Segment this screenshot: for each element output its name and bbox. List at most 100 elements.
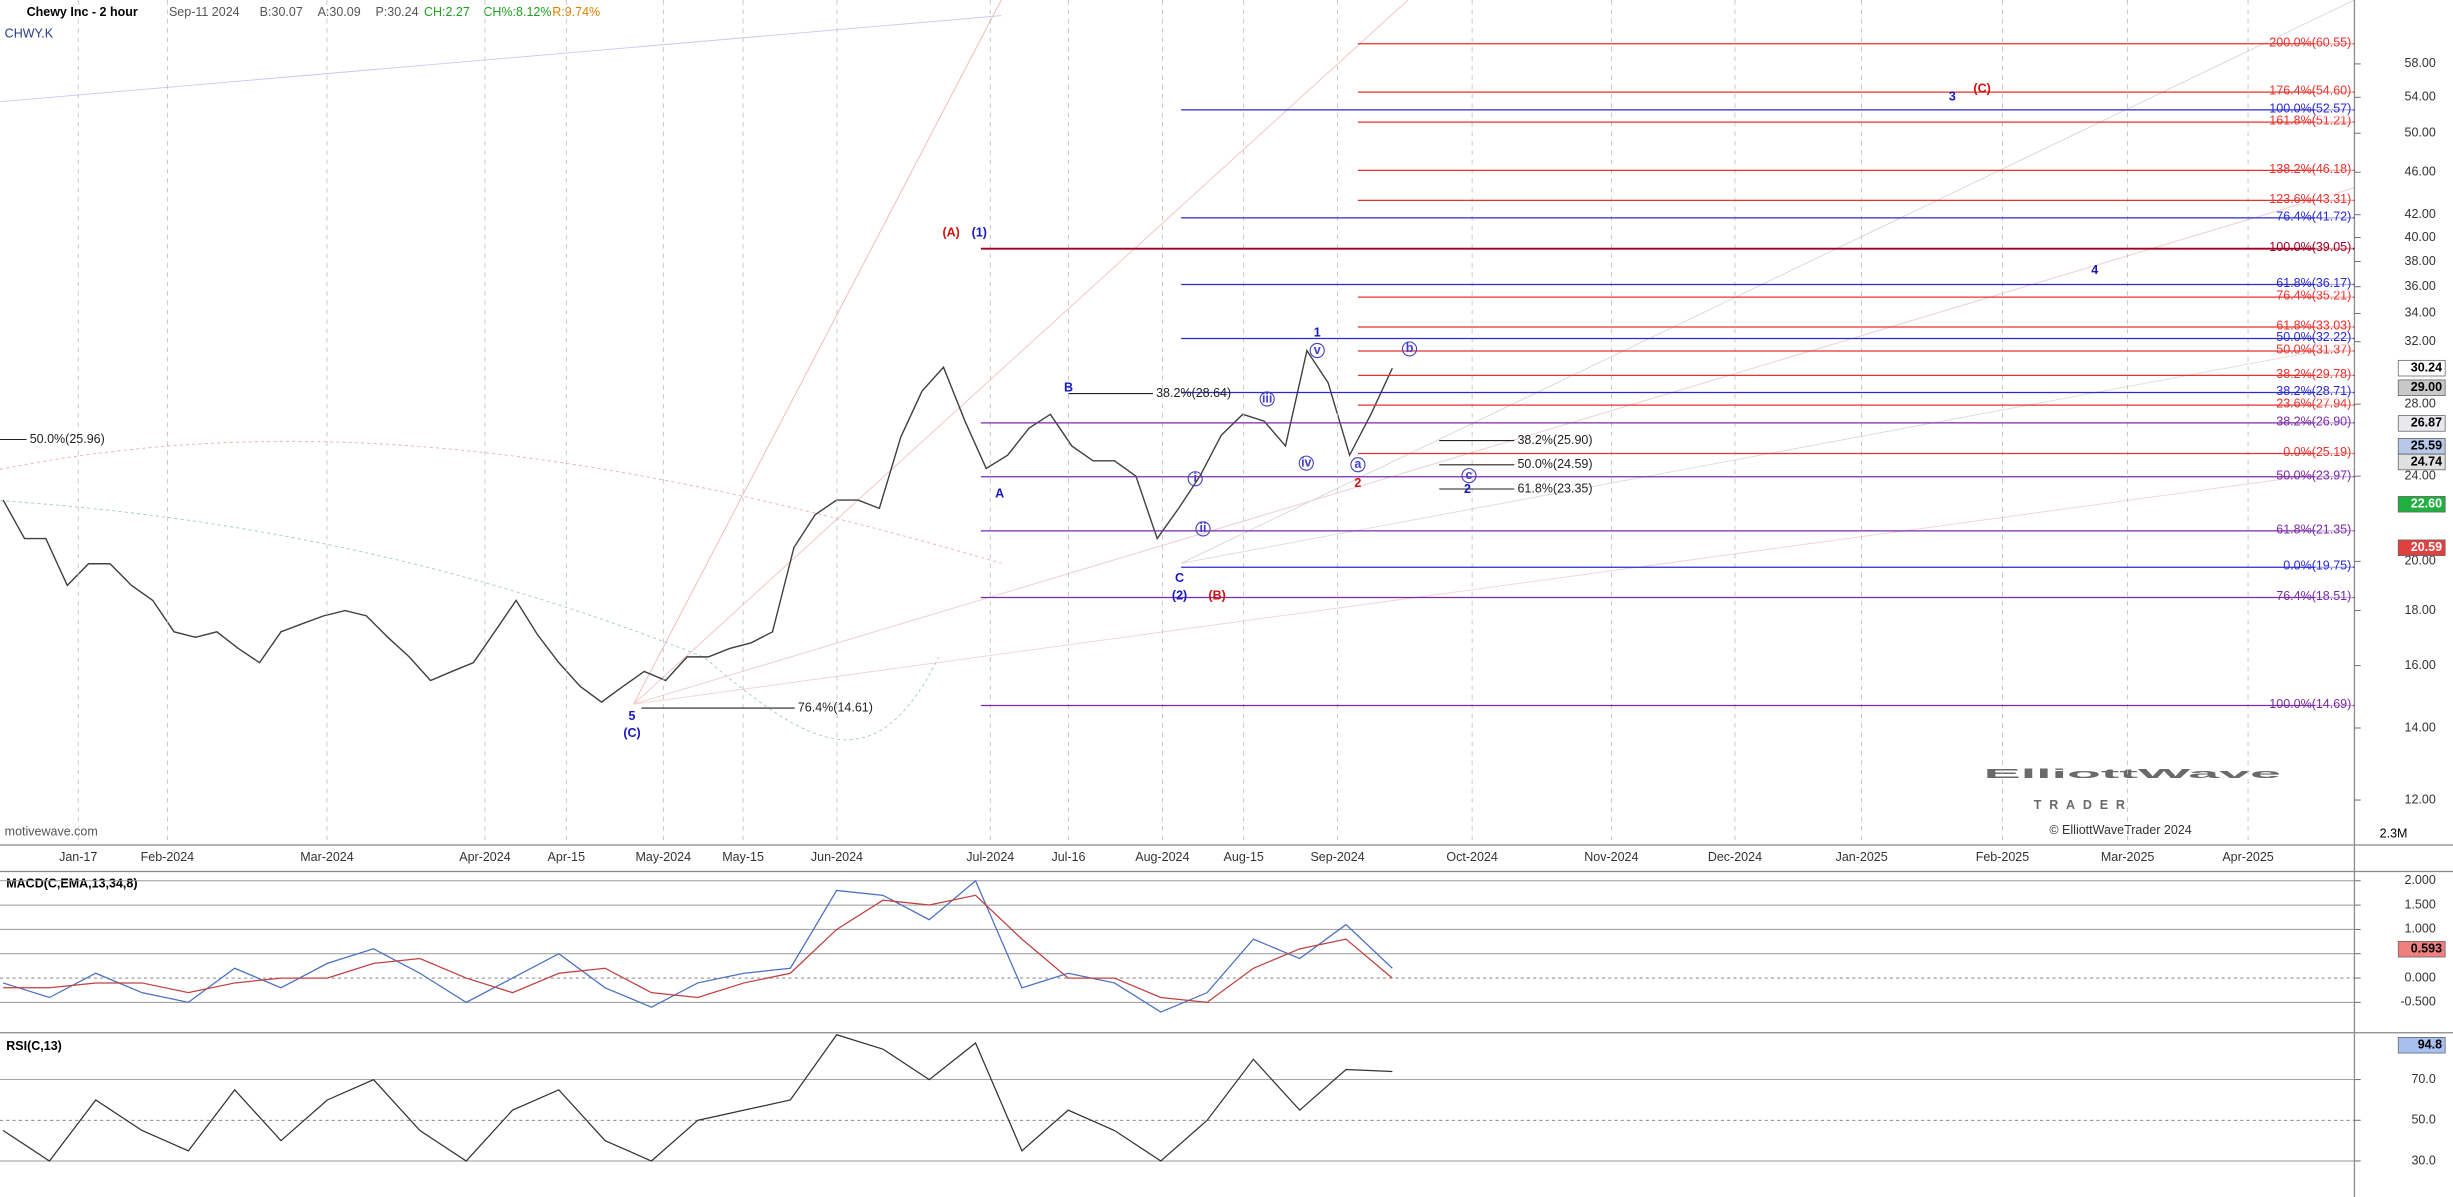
fib-label: 138.2%(46.18)	[2269, 162, 2351, 176]
wave-circle	[1298, 455, 1314, 471]
wave-circle	[1309, 342, 1325, 359]
price-tag-label: 94.8	[2418, 1038, 2442, 1052]
fib-label: 161.8%(51.21)	[2269, 114, 2351, 128]
fib-label: 50.0%(23.97)	[2276, 468, 2351, 482]
x-tick-label: Apr-2025	[2222, 850, 2273, 864]
fib-label: 76.4%(14.61)	[798, 700, 873, 714]
wave-circle	[1401, 341, 1418, 357]
x-tick-label: Feb-2024	[141, 850, 195, 864]
header-change-pct: CH%:8.12%	[483, 5, 551, 19]
macd-title: MACD(C,EMA,13,34,8)	[6, 876, 137, 890]
fib-label-bg	[2315, 163, 2353, 178]
wave-label: B	[1064, 380, 1073, 394]
x-tick-label: May-15	[722, 850, 764, 864]
x-tick-label: Jan-17	[59, 850, 97, 864]
price-tag-label: 26.87	[2411, 416, 2442, 430]
price-tag-label: 24.74	[2411, 454, 2442, 468]
fib-label-bg	[2315, 241, 2353, 256]
y-tick-label: 18.00	[2405, 603, 2436, 617]
fan-line	[1180, 0, 2355, 564]
wave-label: 2	[1354, 476, 1361, 490]
wave-label: iii	[1262, 391, 1272, 405]
x-tick-label: Jul-2024	[966, 850, 1014, 864]
fib-label: 50.0%(31.37)	[2276, 343, 2351, 357]
y-tick-label: 20.00	[2405, 554, 2436, 568]
logo-sub: TRADER	[2034, 798, 2133, 812]
wave-circle	[1259, 391, 1275, 407]
fib-label: 0.0%(25.19)	[2283, 445, 2351, 459]
wave-label: (2)	[1172, 588, 1187, 602]
wave-circle	[1350, 457, 1366, 473]
fib-label: 61.8%(21.35)	[2276, 522, 2351, 536]
fib-label-bg	[2315, 698, 2353, 713]
wave-label: 5	[629, 709, 636, 723]
wave-circle	[1187, 471, 1203, 487]
y-tick-label: 30.0	[2411, 1153, 2435, 1167]
x-tick-label: Jun-2024	[811, 850, 863, 864]
moving-average	[0, 440, 1002, 564]
wave-label: (1)	[972, 225, 987, 239]
wave-circle	[1461, 468, 1477, 484]
fib-label-bg	[2315, 277, 2353, 292]
y-tick-label: 46.00	[2405, 164, 2436, 178]
logo-copyright: © ElliottWaveTrader 2024	[2049, 823, 2191, 837]
price-tag-label: 22.60	[2411, 497, 2442, 511]
x-tick-label: Jul-16	[1051, 850, 1085, 864]
y-tick-label: 0.000	[2405, 970, 2436, 984]
fib-label: 123.6%(43.31)	[2269, 192, 2351, 206]
wave-label: 1	[1314, 326, 1321, 340]
price-tag	[2397, 539, 2446, 556]
fib-label-bg	[2315, 385, 2353, 400]
fib-label-bg	[2315, 590, 2353, 605]
fib-label-bg	[2315, 36, 2353, 51]
x-tick-label: Aug-2024	[1135, 850, 1189, 864]
header-change: CH:2.27	[424, 5, 470, 19]
fib-label-bg	[2315, 85, 2353, 100]
fib-label: 38.2%(28.64)	[1156, 386, 1231, 400]
price-tag	[2397, 359, 2446, 377]
fib-label-bg	[2315, 523, 2353, 538]
fib-label-bg	[2315, 319, 2353, 334]
price-tag-label: 0.593	[2411, 941, 2442, 955]
y-tick-label: 14.00	[2405, 720, 2436, 734]
moving-average	[0, 500, 940, 741]
y-tick-label: 1.500	[2405, 897, 2436, 911]
wave-label: 3	[1949, 89, 1956, 103]
wave-label: a	[1354, 457, 1362, 471]
fan-line	[633, 0, 1409, 705]
fib-label-bg	[2315, 368, 2353, 383]
wave-label: C	[1175, 571, 1184, 585]
y-tick-label: 32.00	[2405, 334, 2436, 348]
wave-circle	[1195, 521, 1211, 537]
wave-label: b	[1406, 341, 1414, 355]
header-price: P:30.24	[375, 5, 418, 19]
header-range: R:9.74%	[552, 5, 600, 19]
fib-label-bg	[2315, 398, 2353, 413]
x-tick-label: Nov-2024	[1584, 850, 1638, 864]
wave-label: 4	[2091, 263, 2098, 277]
wave-label: 2	[1464, 482, 1471, 496]
trend-line	[0, 15, 1002, 103]
watermark: motivewave.com	[5, 825, 98, 839]
y-tick-label: 34.00	[2405, 306, 2436, 320]
fib-label: 38.2%(29.78)	[2276, 367, 2351, 381]
fib-label: 50.0%(25.96)	[30, 432, 105, 446]
y-tick-label: 50.00	[2405, 126, 2436, 140]
fib-label: 200.0%(60.55)	[2269, 35, 2351, 49]
x-tick-label: Aug-15	[1224, 850, 1264, 864]
x-tick-label: May-2024	[636, 850, 692, 864]
price-tag-label: 30.24	[2411, 360, 2442, 374]
y-tick-label: 40.00	[2405, 230, 2436, 244]
header-title: Chewy Inc - 2 hour	[27, 5, 138, 19]
fib-label: 176.4%(54.60)	[2269, 84, 2351, 98]
fib-label-bg	[2315, 115, 2353, 130]
price-tag-label: 20.59	[2411, 540, 2442, 554]
fib-label-bg	[2315, 102, 2353, 117]
y-tick-label: -0.500	[2400, 995, 2435, 1009]
symbol: CHWY.K	[5, 27, 54, 41]
price-tag	[2397, 453, 2446, 471]
price-line	[2, 348, 1393, 703]
